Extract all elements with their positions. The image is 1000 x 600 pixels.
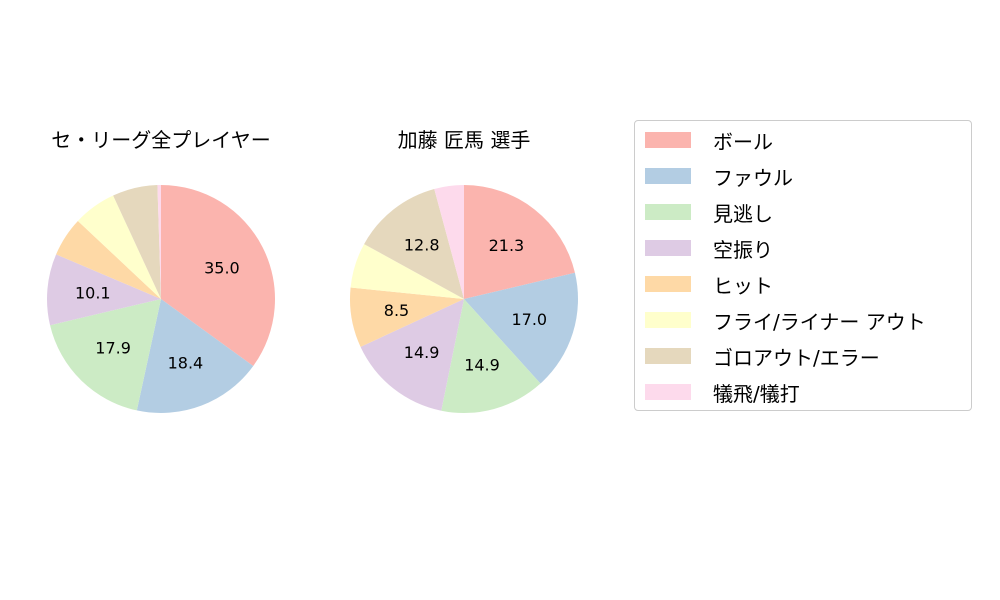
pie-slice-sacrifice	[434, 185, 464, 299]
slice-label-foul: 17.0	[511, 310, 547, 329]
legend-swatch	[645, 348, 691, 364]
legend-swatch	[645, 204, 691, 220]
pie-slice-fly-liner-out	[77, 195, 161, 299]
player-pie: 21.3 17.0 14.9 14.9 8.5 12.8	[350, 185, 578, 413]
legend-label: ファウル	[713, 165, 793, 190]
pie-slice-foul	[136, 299, 254, 414]
slice-label-ball: 35.0	[204, 258, 240, 277]
legend-label: 見逃し	[713, 201, 773, 226]
legend-swatch	[645, 132, 691, 148]
legend-swatch	[645, 312, 691, 328]
league-pie: 35.0 18.4 17.9 10.1	[47, 185, 276, 414]
legend-label: ヒット	[713, 273, 773, 298]
pie-slice-hit	[350, 287, 464, 347]
pie-slice-ground-out-error	[113, 185, 161, 299]
legend-swatch	[645, 276, 691, 292]
legend-item-fly-liner-out: フライ/ライナー アウト	[645, 306, 926, 334]
slice-label-ground-out-error: 12.8	[404, 236, 440, 255]
legend-swatch	[645, 168, 691, 184]
slice-label-called-strike: 17.9	[95, 338, 131, 357]
pie-slice-ball	[464, 185, 575, 299]
pie-slice-ball	[161, 185, 276, 367]
legend-item-foul: ファウル	[645, 162, 793, 190]
slice-label-hit: 8.5	[384, 301, 409, 320]
player-pie-title: 加藤 匠馬 選手	[397, 128, 531, 152]
legend: ボール ファウル 見逃し 空振り ヒット フライ/ライナー アウト ゴロアウト/…	[634, 120, 972, 411]
legend-label: ボール	[713, 129, 773, 154]
pie-slice-called-strike	[50, 299, 161, 411]
slice-label-swinging-strike: 10.1	[75, 284, 111, 303]
legend-item-hit: ヒット	[645, 270, 773, 298]
pie-slice-called-strike	[441, 299, 541, 413]
legend-label: 犠飛/犠打	[713, 381, 800, 406]
pie-slice-swinging-strike	[47, 254, 161, 326]
pie-slice-hit	[56, 220, 162, 299]
pie-slice-swinging-strike	[360, 299, 464, 411]
pie-slice-sacrifice	[157, 185, 161, 299]
legend-item-ball: ボール	[645, 126, 773, 154]
slice-label-foul: 18.4	[168, 353, 204, 372]
league-pie-title: セ・リーグ全プレイヤー	[51, 128, 271, 152]
legend-item-sacrifice: 犠飛/犠打	[645, 378, 800, 406]
legend-label: ゴロアウト/エラー	[713, 345, 880, 370]
pie-slice-foul	[464, 272, 578, 384]
legend-item-ground-out-error: ゴロアウト/エラー	[645, 342, 880, 370]
slice-label-swinging-strike: 14.9	[404, 343, 440, 362]
pie-slice-fly-liner-out	[350, 244, 464, 299]
legend-label: 空振り	[713, 237, 773, 262]
slice-label-ball: 21.3	[489, 236, 525, 255]
legend-item-called-strike: 見逃し	[645, 198, 773, 226]
pie-slice-ground-out-error	[364, 188, 464, 299]
legend-swatch	[645, 384, 691, 400]
slice-label-called-strike: 14.9	[464, 356, 500, 375]
legend-item-swinging-strike: 空振り	[645, 234, 773, 262]
legend-swatch	[645, 240, 691, 256]
legend-label: フライ/ライナー アウト	[713, 309, 926, 334]
